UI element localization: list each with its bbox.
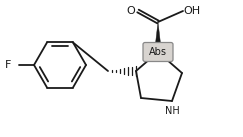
Polygon shape [155, 22, 162, 52]
Text: NH: NH [165, 106, 179, 116]
FancyBboxPatch shape [143, 42, 173, 62]
Text: OH: OH [183, 6, 200, 16]
Text: F: F [5, 60, 11, 70]
Text: Abs: Abs [149, 47, 167, 57]
Text: O: O [127, 6, 135, 16]
